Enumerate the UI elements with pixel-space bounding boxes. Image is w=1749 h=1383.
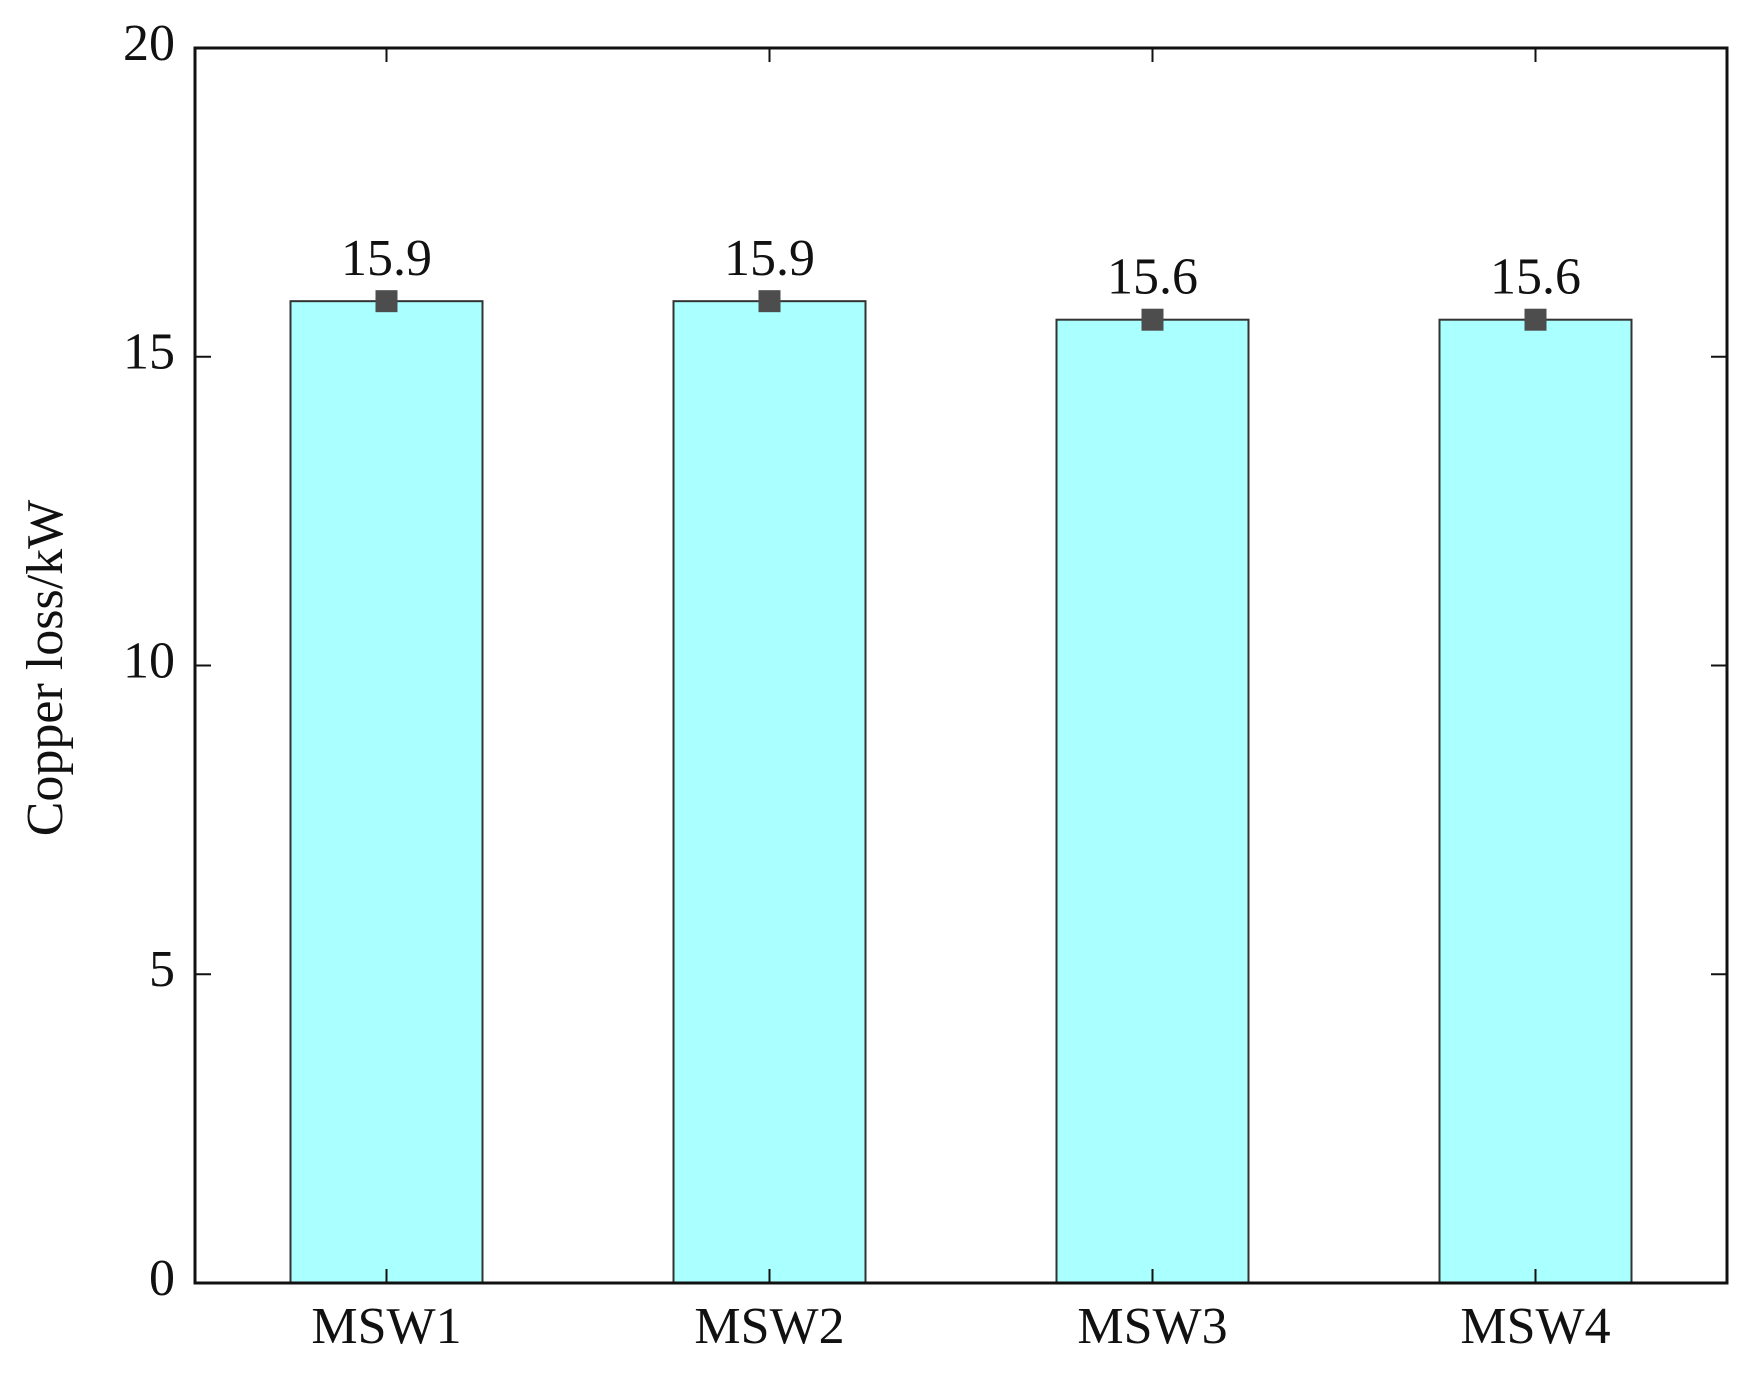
x-tick-label: MSW4 [1460,1298,1610,1355]
x-tick-label: MSW3 [1077,1298,1227,1355]
value-label: 15.9 [341,230,432,287]
x-tick-label: MSW2 [694,1298,844,1355]
marker [375,290,398,313]
bar [672,300,867,1284]
marker [1524,308,1547,331]
marker [758,290,781,313]
marker [1141,308,1164,331]
y-tick-label: 10 [123,632,175,689]
x-tick-label: MSW1 [311,1298,461,1355]
y-tick-label: 0 [149,1250,175,1307]
value-label: 15.9 [724,230,815,287]
bar [1055,318,1250,1284]
bar [289,300,484,1284]
plot-frame [193,46,1729,1285]
value-label: 15.6 [1107,249,1198,306]
y-tick-label: 5 [149,941,175,998]
value-label: 15.6 [1490,249,1581,306]
bar [1438,318,1633,1284]
y-tick-label: 20 [123,15,175,72]
y-axis-label: Copper loss/kW [17,500,74,837]
y-tick-label: 15 [123,324,175,381]
